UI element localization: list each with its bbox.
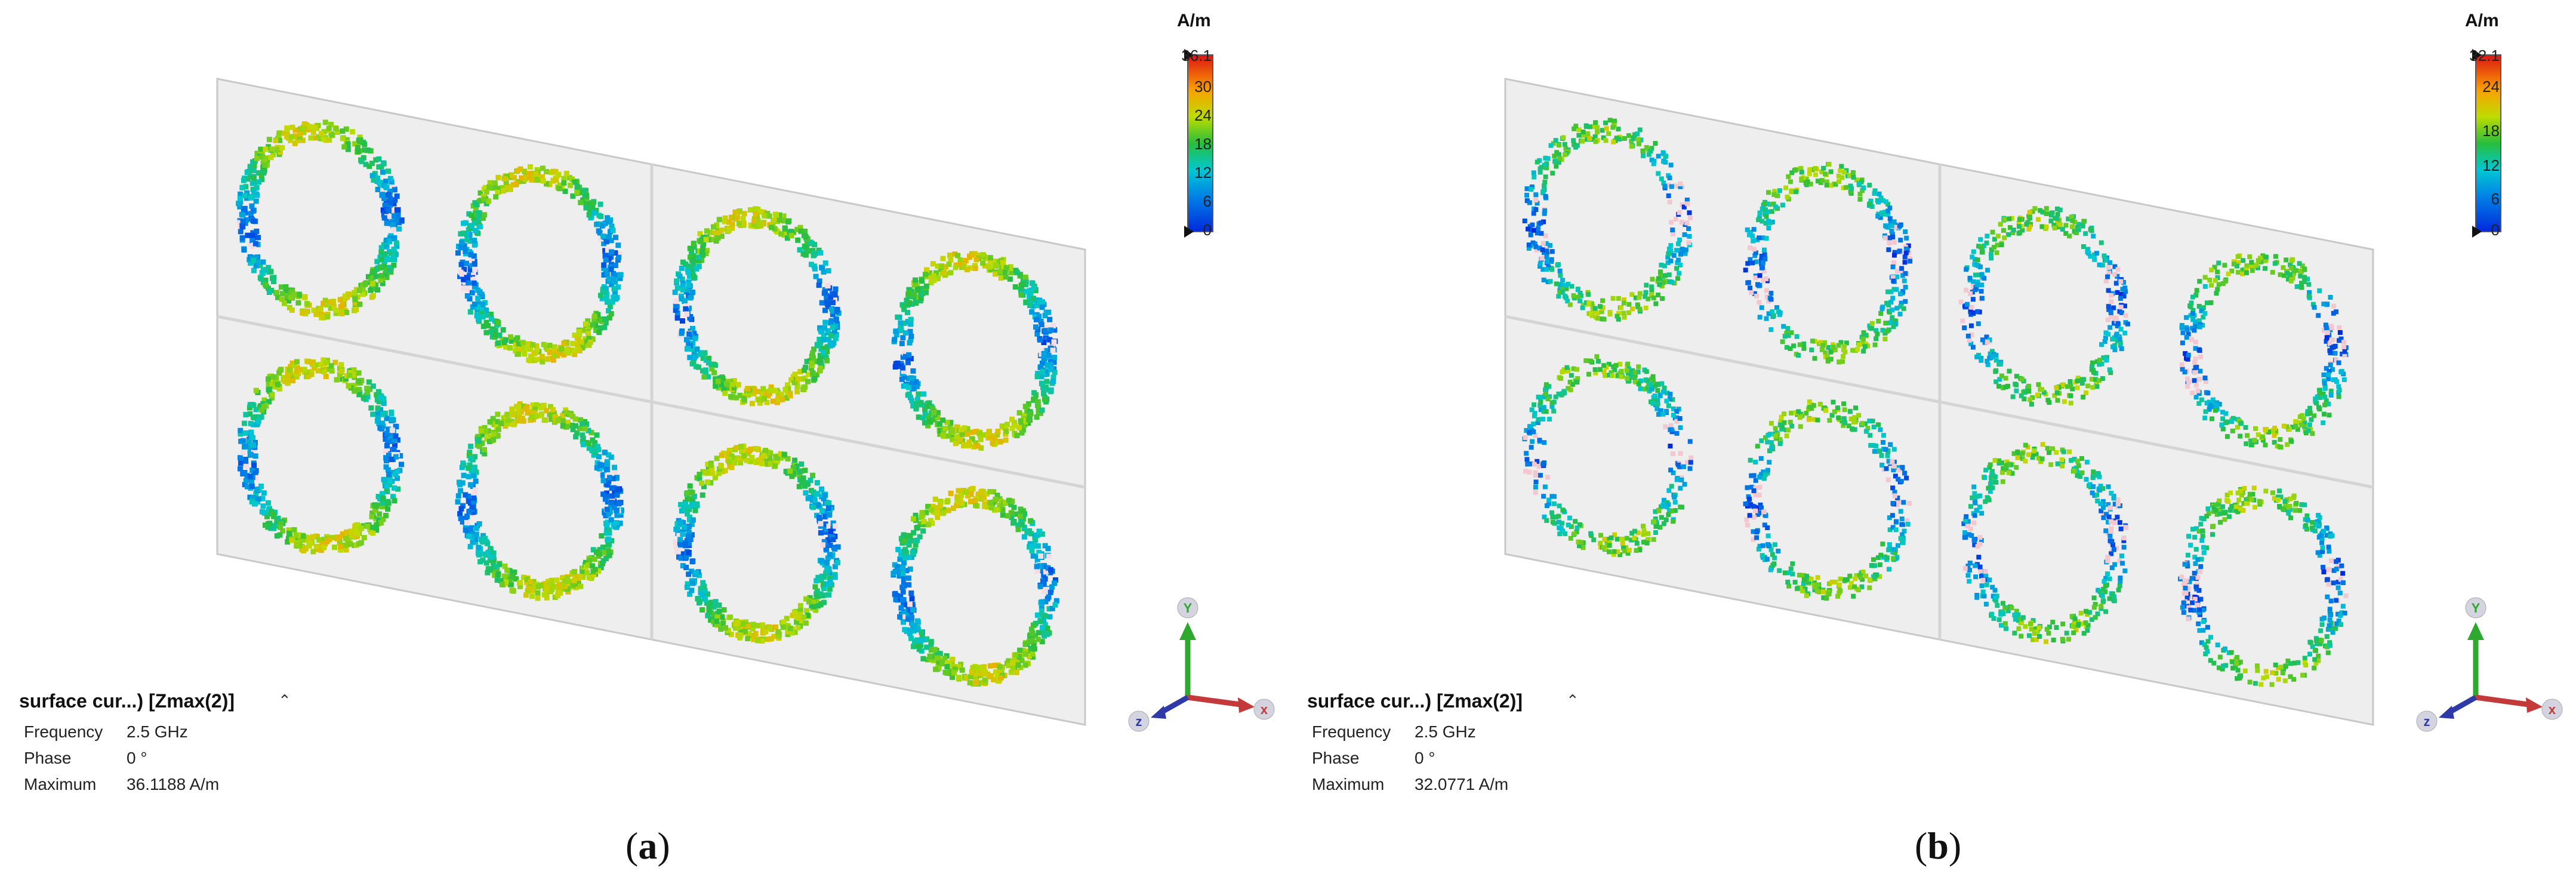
plate-divider-horizontal <box>1505 315 2374 489</box>
z-axis-arrow <box>1158 695 1190 715</box>
colorbar-tick: 6 <box>2491 190 2500 208</box>
colorbar <box>2475 54 2501 232</box>
current-ring <box>1743 399 1912 601</box>
colorbar-tick: 24 <box>1194 106 1212 124</box>
collapse-caret-icon[interactable]: ⌃ <box>1566 691 1579 709</box>
current-ring <box>672 206 842 407</box>
colorbar-tick: 30 <box>1194 78 1212 96</box>
caption-a: (a) <box>625 825 670 867</box>
current-ring <box>890 485 1059 687</box>
colorbar-tick: 6 <box>1203 192 1212 210</box>
current-ring <box>1522 118 1693 322</box>
info-row-phase: Phase 0 ° <box>24 749 147 767</box>
field-plot-b: Yx z <box>1504 49 2563 732</box>
info-row-maximum: Maximum 32.0771 A/m <box>1312 775 1509 793</box>
result-title: surface cur...) [Zmax(2)] <box>19 690 235 712</box>
colorbar-min-marker-icon[interactable] <box>1184 226 1194 238</box>
current-ring <box>455 164 624 365</box>
colorbar-tick: 18 <box>1194 135 1212 153</box>
info-row-frequency: Frequency 2.5 GHz <box>24 722 188 741</box>
info-row-frequency: Frequency 2.5 GHz <box>1312 722 1476 741</box>
colorbar-tick: 0 <box>1203 221 1212 239</box>
current-ring <box>891 251 1058 451</box>
current-ring <box>237 357 404 555</box>
current-ring <box>455 401 624 601</box>
colorbar-unit-a: A/m <box>1177 11 1211 30</box>
collapse-caret-icon[interactable]: ⌃ <box>278 691 291 709</box>
colorbar-tick: 36.1 <box>1181 47 1212 64</box>
x-axis-label: x <box>1261 702 1268 717</box>
colorbar-tick: 12 <box>1194 164 1212 181</box>
colorbar-unit-b: A/m <box>2465 11 2499 30</box>
current-ring <box>2179 253 2349 450</box>
colorbar-tick: 12 <box>2482 156 2500 174</box>
colorbar-tick: 24 <box>2482 78 2500 96</box>
colorbar-tick: 32.1 <box>2469 47 2500 64</box>
field-plot-a: Yx z <box>216 49 1275 732</box>
y-axis-label: Y <box>2472 601 2481 616</box>
z-axis-label: z <box>2424 714 2430 729</box>
current-ring <box>672 443 841 644</box>
colorbar <box>1187 54 1213 232</box>
colorbar-tick: 18 <box>2482 122 2500 140</box>
y-axis-label: Y <box>1184 601 1193 616</box>
z-axis-arrow <box>2446 695 2478 715</box>
current-ring <box>1743 162 1913 365</box>
result-title: surface cur...) [Zmax(2)] <box>1307 690 1523 712</box>
current-ring <box>1522 354 1694 558</box>
colorbar-max-marker-icon[interactable] <box>2472 49 2482 61</box>
colorbar-max-marker-icon[interactable] <box>1184 49 1194 61</box>
z-axis-label: z <box>1136 714 1142 729</box>
x-axis-arrow <box>2475 694 2529 707</box>
caption-b: (b) <box>1915 825 1962 867</box>
current-ring <box>2178 485 2349 687</box>
info-row-phase: Phase 0 ° <box>1312 749 1435 767</box>
colorbar-min-marker-icon[interactable] <box>2472 226 2482 238</box>
plate-divider-horizontal <box>217 315 1086 489</box>
current-ring <box>1958 206 2130 407</box>
info-row-maximum: Maximum 36.1188 A/m <box>24 775 220 793</box>
x-axis-label: x <box>2549 702 2556 717</box>
current-ring <box>236 119 405 321</box>
colorbar-tick: 0 <box>2491 221 2500 239</box>
x-axis-arrow <box>1187 694 1241 707</box>
current-ring <box>1961 442 2129 644</box>
